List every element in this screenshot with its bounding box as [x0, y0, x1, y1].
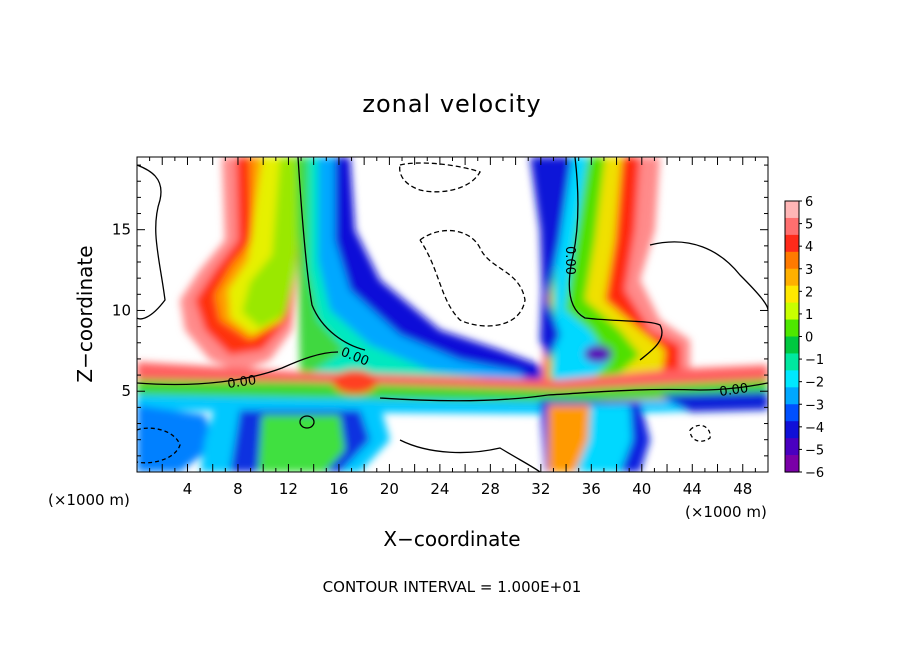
lower-left-blue [137, 405, 215, 472]
x-tick-label: 32 [531, 480, 550, 498]
x-tick-label: 28 [481, 480, 500, 498]
colorbar-tick-label: −6 [805, 466, 824, 481]
contour-small-loop [299, 415, 315, 429]
x-tick-label: 40 [632, 480, 651, 498]
lower-right-orange [548, 405, 590, 472]
contour-zero-mid [379, 394, 549, 402]
contour-dash-lower-right [689, 424, 711, 442]
chart-title: zonal velocity [362, 90, 541, 118]
lower-mid-hot [333, 370, 377, 394]
colorbar-swatch [785, 370, 799, 388]
velocity-field [137, 157, 768, 472]
contour-lines [137, 157, 768, 472]
colorbar-swatch [785, 302, 799, 321]
colorbar-tick-label: 6 [805, 195, 813, 210]
colorbar-swatch [785, 421, 799, 439]
footer-contour-interval: CONTOUR INTERVAL = 1.000E+01 [323, 578, 582, 596]
contour-zero-left [137, 351, 339, 386]
colorbar-swatch [785, 217, 799, 236]
contour-label-left: 0.00 [226, 373, 257, 392]
y-tick-label: 5 [121, 382, 131, 400]
colorbar-swatch [785, 336, 799, 355]
x-tick-label: 20 [380, 480, 399, 498]
y-tick-label: 15 [112, 221, 131, 239]
y-tick-label: 10 [112, 301, 131, 319]
colorbar-tick-label: −1 [805, 353, 824, 368]
colorbar-swatch [785, 234, 799, 253]
contour-solid-bottom [399, 439, 541, 472]
colorbar-swatch [785, 319, 799, 338]
plot-area: 0.00 0.00 0.00 0.00 [137, 157, 768, 472]
contour-solid-right [649, 241, 768, 311]
colorbar-tick-label: 0 [805, 331, 813, 346]
colorbar-swatch [785, 404, 799, 422]
x-tick-label: 36 [582, 480, 601, 498]
colorbar-swatch [785, 285, 799, 304]
colorbar-tick-label: 3 [805, 263, 813, 278]
colorbar-tick-label: 2 [805, 285, 813, 300]
right-shear-blue [660, 392, 768, 412]
colorbar-swatch [785, 268, 799, 287]
x-tick-label: 44 [683, 480, 702, 498]
x-unit-right: (×1000 m) [685, 503, 767, 521]
x-tick-label: 16 [329, 480, 348, 498]
x-tick-label: 24 [430, 480, 449, 498]
x-unit-left: (×1000 m) [48, 491, 130, 509]
y-axis: 5 10 15 [112, 164, 768, 457]
right-plume-core [584, 345, 612, 363]
colorbar-swatch [785, 251, 799, 270]
contour-label-upper: 0.00 [562, 246, 577, 275]
contour-zero-column [297, 157, 366, 351]
colorbar-tick-label: −5 [805, 443, 824, 458]
colorbar-swatch [785, 438, 799, 456]
right-plume-blue [530, 157, 572, 360]
contour-label-right: 0.00 [718, 381, 749, 400]
colorbar: 6 5 4 3 2 1 0 −1 −2 −3 −4 −5 −6 [784, 195, 824, 481]
contour-dash-lower-left [137, 427, 181, 464]
contour-dash-a [419, 229, 526, 327]
colorbar-tick-label: −2 [805, 376, 824, 391]
contour-dash-b [399, 162, 481, 193]
x-tick-label: 48 [733, 480, 752, 498]
x-axis-label: X−coordinate [383, 527, 520, 551]
x-tick-label: 4 [183, 480, 193, 498]
x-tick-label: 12 [279, 480, 298, 498]
colorbar-swatch [785, 353, 799, 371]
contour-solid-topleft [137, 164, 166, 320]
colorbar-swatch [785, 455, 799, 473]
left-plume-green [242, 157, 300, 328]
central-column-cyan [300, 157, 540, 400]
y-axis-label: Z−coordinate [73, 245, 97, 382]
colorbar-tick-label: −4 [805, 421, 824, 436]
colorbar-tick-label: 4 [805, 240, 813, 255]
shear-layer-green [137, 380, 768, 402]
x-axis: 4 8 12 16 20 24 28 32 36 40 44 48 [149, 157, 756, 498]
colorbar-tick-label: −3 [805, 398, 824, 413]
contour-zero-upper-right [568, 157, 663, 361]
colorbar-tick-label: 5 [805, 218, 813, 233]
x-tick-label: 8 [233, 480, 243, 498]
colorbar-tick-label: 1 [805, 308, 813, 323]
lower-mid-green [258, 415, 345, 472]
colorbar-swatch [785, 201, 799, 219]
contour-zero-right [547, 382, 768, 396]
central-column-green [296, 157, 345, 380]
colorbar-swatch [785, 387, 799, 405]
